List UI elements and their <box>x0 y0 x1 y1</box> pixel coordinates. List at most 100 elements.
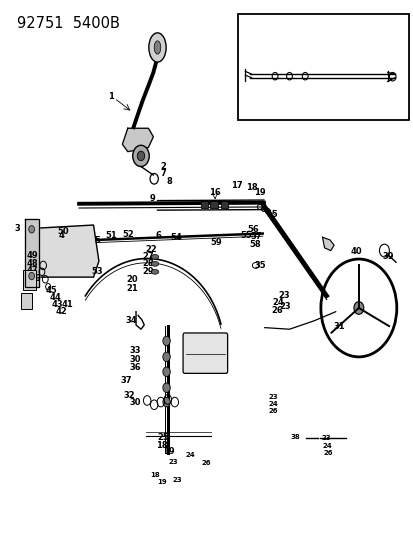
Ellipse shape <box>148 33 166 62</box>
Text: 39: 39 <box>382 253 393 261</box>
Text: 29: 29 <box>142 268 154 276</box>
Text: 58: 58 <box>249 240 260 249</box>
Circle shape <box>137 151 145 161</box>
FancyBboxPatch shape <box>183 333 227 373</box>
Text: 23: 23 <box>168 459 178 465</box>
Ellipse shape <box>151 255 158 260</box>
Circle shape <box>353 302 363 314</box>
Text: 43: 43 <box>52 300 63 309</box>
Text: 46: 46 <box>30 273 42 282</box>
Polygon shape <box>36 225 99 277</box>
Text: 51: 51 <box>105 231 117 240</box>
Bar <box>200 200 208 208</box>
Text: 19: 19 <box>163 447 174 456</box>
Text: 10: 10 <box>267 63 278 71</box>
Text: 22: 22 <box>145 245 157 254</box>
Polygon shape <box>24 219 38 287</box>
Text: 31: 31 <box>332 321 344 330</box>
Text: 92751  5400B: 92751 5400B <box>17 16 120 31</box>
Circle shape <box>28 272 34 280</box>
Text: 7: 7 <box>160 169 166 179</box>
Text: 36: 36 <box>130 363 141 372</box>
Polygon shape <box>122 128 153 152</box>
Text: 4: 4 <box>59 231 64 240</box>
Text: 26: 26 <box>271 305 282 314</box>
Ellipse shape <box>151 262 158 266</box>
Text: 23: 23 <box>321 435 331 441</box>
Text: 30: 30 <box>130 355 141 364</box>
Text: 30: 30 <box>130 398 141 407</box>
Text: 19: 19 <box>254 188 265 197</box>
Text: 24: 24 <box>185 452 195 458</box>
Text: 56: 56 <box>247 225 259 234</box>
Text: 23: 23 <box>278 291 290 300</box>
Text: 16: 16 <box>209 188 220 197</box>
Text: 23: 23 <box>268 394 277 400</box>
Text: 45: 45 <box>45 286 57 295</box>
Text: 37: 37 <box>121 376 132 385</box>
Text: 6: 6 <box>155 231 161 240</box>
Circle shape <box>133 146 149 166</box>
Text: 18: 18 <box>245 183 257 192</box>
Text: 24: 24 <box>322 442 332 449</box>
Text: 52: 52 <box>122 230 134 239</box>
Text: 28: 28 <box>142 260 154 268</box>
Text: 8: 8 <box>166 177 172 186</box>
Circle shape <box>28 225 34 233</box>
Text: 24: 24 <box>271 298 283 307</box>
Text: 17: 17 <box>230 181 242 190</box>
Text: 55: 55 <box>240 231 252 240</box>
Text: 1: 1 <box>108 92 114 101</box>
Text: 27: 27 <box>142 253 154 261</box>
Text: 54: 54 <box>170 233 181 242</box>
Text: 57: 57 <box>250 232 262 241</box>
Text: 40: 40 <box>350 247 361 256</box>
Text: 34: 34 <box>125 316 137 325</box>
Text: 19: 19 <box>312 81 323 90</box>
Text: 3: 3 <box>14 224 20 233</box>
Polygon shape <box>322 237 333 251</box>
Text: 21: 21 <box>126 284 138 293</box>
Text: 5: 5 <box>94 237 100 246</box>
Circle shape <box>162 383 170 392</box>
Ellipse shape <box>151 269 158 274</box>
Circle shape <box>162 336 170 346</box>
Text: 18: 18 <box>150 472 159 478</box>
Text: 18: 18 <box>155 441 167 450</box>
Text: 26: 26 <box>201 460 210 466</box>
Text: 15: 15 <box>266 210 278 219</box>
Text: 23: 23 <box>279 302 290 311</box>
Text: 44: 44 <box>50 293 61 302</box>
Text: 2: 2 <box>159 162 165 171</box>
Text: 14: 14 <box>391 80 401 89</box>
Circle shape <box>162 397 170 407</box>
Text: 12: 12 <box>291 63 301 71</box>
Circle shape <box>162 367 170 376</box>
Text: 47: 47 <box>26 266 38 275</box>
Text: 9: 9 <box>376 63 381 71</box>
Bar <box>210 200 217 208</box>
Text: 33: 33 <box>130 346 141 355</box>
Text: 11: 11 <box>276 66 287 74</box>
Text: 50: 50 <box>57 228 69 237</box>
Text: 38: 38 <box>290 434 300 440</box>
Bar <box>237 14 408 120</box>
Circle shape <box>162 352 170 362</box>
Text: 32: 32 <box>123 391 135 400</box>
Bar <box>23 270 36 290</box>
Text: 26: 26 <box>323 449 332 456</box>
Text: 23: 23 <box>172 477 182 483</box>
Text: 26: 26 <box>268 408 277 414</box>
Bar <box>21 293 31 309</box>
Text: 59: 59 <box>210 238 221 247</box>
Text: 53: 53 <box>91 268 102 276</box>
Text: 21: 21 <box>368 80 379 89</box>
Text: 35: 35 <box>254 261 265 270</box>
Text: 49: 49 <box>26 252 38 260</box>
Text: 20: 20 <box>126 275 138 284</box>
Text: 9: 9 <box>149 194 155 203</box>
Text: 42: 42 <box>56 306 67 316</box>
Text: 25: 25 <box>157 433 169 442</box>
Text: 19: 19 <box>157 479 167 485</box>
Text: 13: 13 <box>304 63 315 71</box>
